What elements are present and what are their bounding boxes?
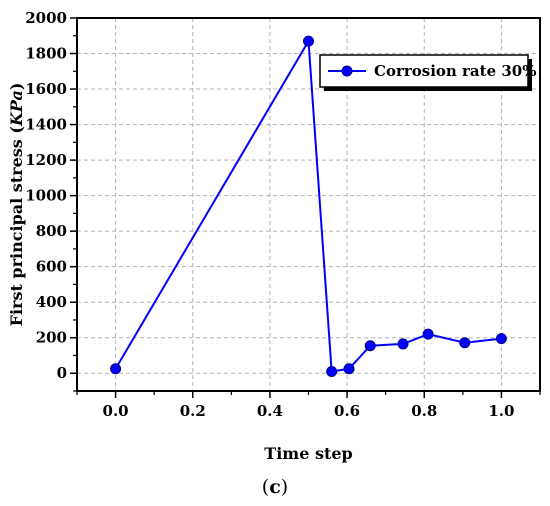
chart: 0.0 0.2 0.4 0.6 0.8 1.0 0 200 400 600 800 1000 1200 1… xyxy=(7,9,541,463)
legend: Corrosion rate 30% xyxy=(319,54,536,91)
panel-label-letter: c xyxy=(269,476,281,498)
y-tick-label-7: 1400 xyxy=(25,116,67,134)
y-tick-label-8: 1600 xyxy=(25,80,67,98)
x-tick-label-1: 0.2 xyxy=(180,402,206,420)
y-axis-title: First principal stress (KPa) xyxy=(7,83,26,327)
x-tick-label-0: 0.0 xyxy=(103,402,129,420)
panel-label: (c) xyxy=(0,476,550,498)
panel-label-open: ( xyxy=(261,476,270,498)
plot-frame xyxy=(76,17,541,392)
data-point-0-6 xyxy=(422,328,434,340)
data-point-0-8 xyxy=(495,333,507,345)
y-tick-label-1: 200 xyxy=(36,329,67,347)
y-axis-title-unit: KPa xyxy=(7,90,26,127)
y-tick-label-2: 400 xyxy=(36,293,67,311)
x-tick-label-2: 0.4 xyxy=(257,402,283,420)
y-tick-label-6: 1200 xyxy=(25,151,67,169)
data-point-0-4 xyxy=(364,340,376,352)
y-tick-label-3: 600 xyxy=(36,258,67,276)
y-tick-label-4: 800 xyxy=(36,222,67,240)
y-tick-label-0: 0 xyxy=(57,364,67,382)
tick-labels: 0.0 0.2 0.4 0.6 0.8 1.0 0 200 400 600 800 1000 1200 1… xyxy=(25,9,514,420)
data-point-0-5 xyxy=(397,338,409,350)
legend-label: Corrosion rate 30% xyxy=(374,62,536,80)
panel-label-close: ) xyxy=(280,476,289,498)
y-tick-label-10: 2000 xyxy=(25,9,67,27)
data-point-0-0 xyxy=(110,363,122,375)
x-tick-label-3: 0.6 xyxy=(334,402,360,420)
data-point-0-7 xyxy=(459,337,471,349)
legend-marker xyxy=(341,65,353,77)
x-tick-label-4: 0.8 xyxy=(411,402,437,420)
y-axis-title-close: ) xyxy=(7,83,26,91)
data-point-0-2 xyxy=(326,365,338,377)
y-axis-title-main: First principal stress ( xyxy=(7,126,26,326)
x-tick-label-5: 1.0 xyxy=(488,402,514,420)
data-point-0-1 xyxy=(303,35,314,47)
y-tick-label-9: 1800 xyxy=(25,45,67,63)
grid-lines xyxy=(77,18,540,391)
x-axis-title: Time step xyxy=(264,444,352,463)
data-point-0-3 xyxy=(343,363,355,375)
y-tick-label-5: 1000 xyxy=(25,187,67,205)
series-layer xyxy=(110,35,507,377)
